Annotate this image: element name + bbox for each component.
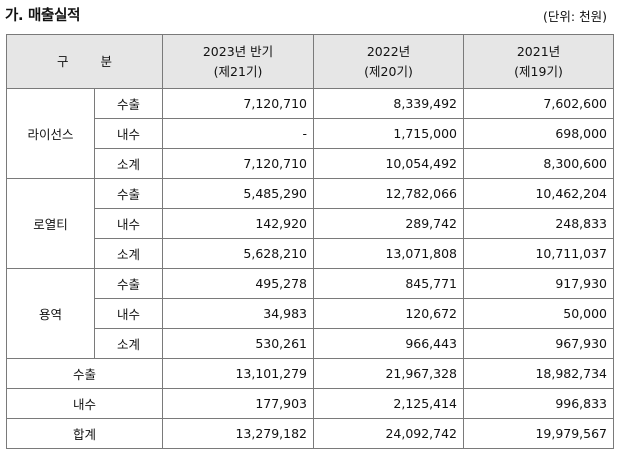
table-row: 내수 142,920 289,742 248,833 — [7, 208, 615, 239]
value-2021: 967,930 — [463, 328, 615, 359]
header-category: 구 분 — [5, 34, 164, 89]
total-label: 내수 — [5, 388, 164, 419]
value-2021: 8,300,600 — [463, 148, 615, 179]
row-type: 내수 — [93, 208, 164, 239]
value-2021: 698,000 — [463, 118, 615, 149]
table-row: 소계 7,120,710 10,054,492 8,300,600 — [7, 148, 615, 179]
value-2021: 50,000 — [463, 298, 615, 329]
row-type: 내수 — [93, 118, 164, 149]
total-row-export: 수출 13,101,279 21,967,328 18,982,734 — [5, 358, 615, 389]
header-2022-year: 2022년 — [366, 43, 411, 59]
sales-table: 구 분 2023년 반기 (제21기) 2022년 (제20기) 2021년 (… — [5, 34, 615, 449]
value-2022: 120,672 — [313, 298, 465, 329]
table-row: 소계 530,261 966,443 967,930 — [7, 328, 615, 359]
unit-label: (단위: 천원) — [543, 9, 607, 24]
value-2023: 5,485,290 — [162, 178, 315, 209]
total-2022: 2,125,414 — [313, 388, 465, 419]
total-2021: 19,979,567 — [463, 418, 615, 449]
value-2022: 289,742 — [313, 208, 465, 239]
group-label-license: 라이선스 — [6, 88, 95, 179]
table-row: 내수 - 1,715,000 698,000 — [7, 118, 615, 149]
row-type: 수출 — [93, 88, 164, 119]
total-2023: 13,279,182 — [162, 418, 315, 449]
group-label-royalty: 로열티 — [6, 178, 95, 269]
total-label: 합계 — [5, 418, 164, 449]
value-2023: 34,983 — [162, 298, 315, 329]
total-2022: 21,967,328 — [313, 358, 465, 389]
header-2023: 2023년 반기 (제21기) — [162, 34, 315, 89]
value-2022: 10,054,492 — [313, 148, 465, 179]
section-title: 가. 매출실적 — [5, 8, 81, 24]
total-2021: 996,833 — [463, 388, 615, 419]
value-2022: 12,782,066 — [313, 178, 465, 209]
value-2022: 13,071,808 — [313, 238, 465, 269]
value-2021: 10,711,037 — [463, 238, 615, 269]
table-row: 소계 5,628,210 13,071,808 10,711,037 — [7, 238, 615, 269]
table-row: 라이선스 수출 7,120,710 8,339,492 7,602,600 — [6, 88, 615, 179]
value-2023: 142,920 — [162, 208, 315, 239]
table-row: 내수 34,983 120,672 50,000 — [7, 298, 615, 329]
total-2023: 13,101,279 — [162, 358, 315, 389]
header-category-label: 구 분 — [57, 53, 126, 69]
value-2022: 8,339,492 — [313, 88, 465, 119]
value-2023: - — [162, 118, 315, 149]
value-2023: 530,261 — [162, 328, 315, 359]
row-type: 소계 — [93, 238, 164, 269]
value-2021: 917,930 — [463, 268, 615, 299]
table-row: 용역 수출 495,278 845,771 917,930 — [6, 268, 615, 359]
value-2023: 7,120,710 — [162, 88, 315, 119]
total-2022: 24,092,742 — [313, 418, 465, 449]
value-2022: 966,443 — [313, 328, 465, 359]
total-row-domestic: 내수 177,903 2,125,414 996,833 — [5, 388, 615, 419]
table-row: 로열티 수출 5,485,290 12,782,066 10,462,204 — [6, 178, 615, 269]
row-type: 내수 — [93, 298, 164, 329]
header-2021-year: 2021년 — [516, 43, 561, 59]
header-2023-year: 2023년 반기 — [202, 43, 274, 59]
header-2021: 2021년 (제19기) — [463, 34, 615, 89]
header-row: 구 분 2023년 반기 (제21기) 2022년 (제20기) 2021년 (… — [5, 34, 615, 89]
total-label: 수출 — [5, 358, 164, 389]
row-type: 수출 — [93, 268, 164, 299]
value-2023: 5,628,210 — [162, 238, 315, 269]
value-2021: 248,833 — [463, 208, 615, 239]
group-label-service: 용역 — [6, 268, 95, 359]
header-2022-term: (제20기) — [364, 63, 413, 79]
header-2023-term: (제21기) — [213, 63, 263, 79]
value-2021: 7,602,600 — [463, 88, 615, 119]
row-type: 수출 — [93, 178, 164, 209]
total-2023: 177,903 — [162, 388, 315, 419]
row-type: 소계 — [93, 148, 164, 179]
value-2022: 1,715,000 — [313, 118, 465, 149]
header-2022: 2022년 (제20기) — [313, 34, 465, 89]
value-2021: 10,462,204 — [463, 178, 615, 209]
total-2021: 18,982,734 — [463, 358, 615, 389]
row-type: 소계 — [93, 328, 164, 359]
value-2023: 495,278 — [162, 268, 315, 299]
header-2021-term: (제19기) — [514, 63, 563, 79]
total-row-grand: 합계 13,279,182 24,092,742 19,979,567 — [5, 418, 615, 449]
value-2022: 845,771 — [313, 268, 465, 299]
value-2023: 7,120,710 — [162, 148, 315, 179]
